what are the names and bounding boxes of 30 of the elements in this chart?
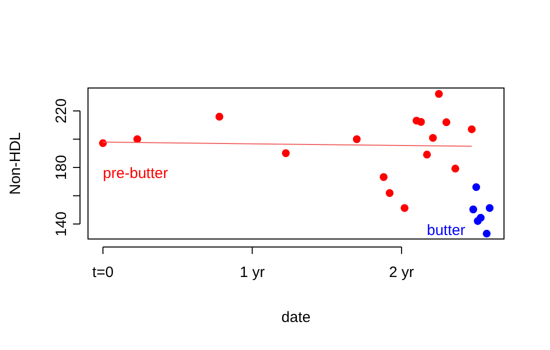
point xyxy=(400,204,408,212)
point xyxy=(133,135,142,144)
point xyxy=(442,118,450,126)
point xyxy=(386,189,394,197)
point xyxy=(434,90,443,98)
point xyxy=(486,204,494,212)
y-tick-label: 140 xyxy=(53,211,70,237)
y-tick-label: 220 xyxy=(53,98,70,124)
series-label: pre-butter xyxy=(102,165,168,182)
y-axis-title: Non-HDL xyxy=(7,132,24,195)
point xyxy=(352,135,361,144)
series-label: butter xyxy=(426,222,466,239)
point xyxy=(474,217,482,225)
point xyxy=(468,125,476,134)
point xyxy=(469,206,478,214)
point xyxy=(99,139,107,148)
x-tick-label: t=0 xyxy=(92,264,114,281)
point xyxy=(417,118,425,126)
x-tick-label: 1 yr xyxy=(240,264,265,281)
x-tick-label: 2 yr xyxy=(389,264,414,281)
x-axis-title: date xyxy=(281,309,311,326)
point xyxy=(482,230,491,238)
point xyxy=(282,149,290,158)
point xyxy=(215,112,224,121)
point xyxy=(472,183,480,192)
point xyxy=(380,173,388,181)
y-tick-label: 180 xyxy=(53,154,70,180)
point xyxy=(423,150,431,158)
point xyxy=(451,164,460,172)
point xyxy=(429,134,437,142)
